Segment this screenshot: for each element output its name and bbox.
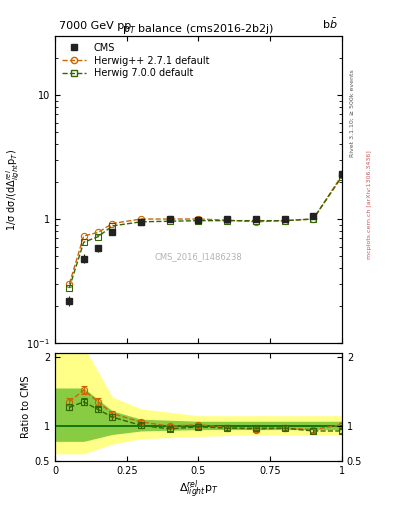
Text: Rivet 3.1.10; ≥ 500k events: Rivet 3.1.10; ≥ 500k events xyxy=(350,69,355,157)
Y-axis label: Ratio to CMS: Ratio to CMS xyxy=(20,376,31,438)
Legend: CMS, Herwig++ 2.7.1 default, Herwig 7.0.0 default: CMS, Herwig++ 2.7.1 default, Herwig 7.0.… xyxy=(60,40,211,80)
Text: b$\bar{b}$: b$\bar{b}$ xyxy=(322,16,338,31)
Text: CMS_2016_I1486238: CMS_2016_I1486238 xyxy=(154,252,242,262)
X-axis label: Δ$^{rel}_{light}$p$_T$: Δ$^{rel}_{light}$p$_T$ xyxy=(179,478,218,501)
Title: p$_T$ balance (cms2016-2b2j): p$_T$ balance (cms2016-2b2j) xyxy=(122,22,275,36)
Text: 7000 GeV pp: 7000 GeV pp xyxy=(59,20,131,31)
Y-axis label: 1/σ dσ/(dΔ$^{rel}_{light}$p$_T$): 1/σ dσ/(dΔ$^{rel}_{light}$p$_T$) xyxy=(5,148,22,230)
Text: mcplots.cern.ch [arXiv:1306.3436]: mcplots.cern.ch [arXiv:1306.3436] xyxy=(367,151,373,259)
